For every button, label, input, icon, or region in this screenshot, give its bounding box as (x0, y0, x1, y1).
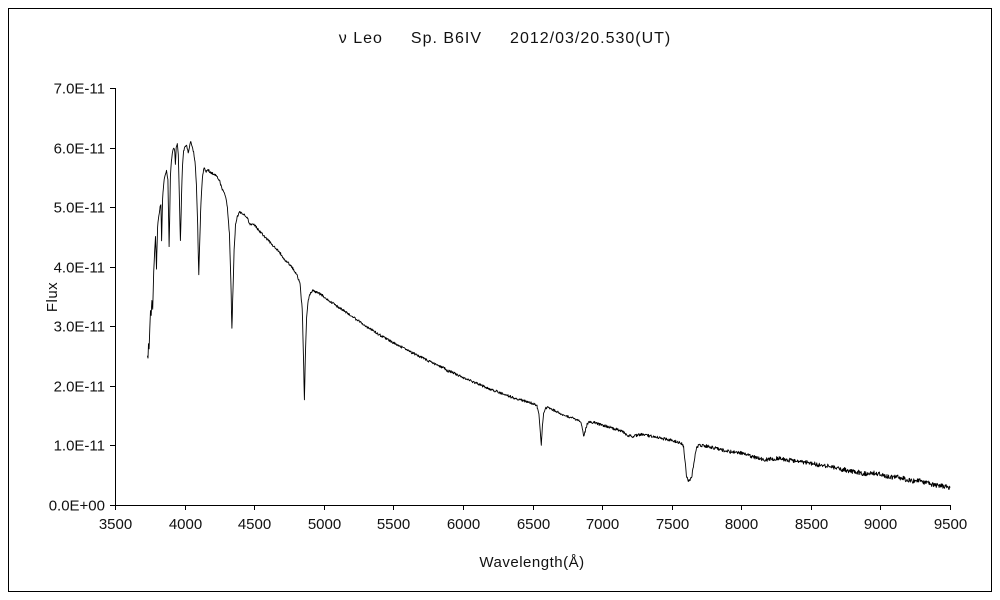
x-tick-label: 7000 (586, 516, 619, 533)
y-tick-label: 3.0E-11 (54, 319, 105, 336)
x-tick-label: 3500 (99, 516, 132, 533)
y-tick-label: 6.0E-11 (54, 141, 105, 158)
x-tick-label: 4000 (169, 516, 202, 533)
x-tick-label: 6000 (447, 516, 480, 533)
chart-title: ν Leo Sp. B6IV 2012/03/20.530(UT) (339, 30, 672, 47)
y-tick-label: 1.0E-11 (54, 438, 105, 455)
plot-area: 0.0E+00 1.0E-11 2.0E-11 3.0E-11 4.0E-11 5.0E-… (49, 81, 968, 534)
y-tick-label: 0.0E+00 (49, 498, 105, 515)
title-star-name: ν Leo (339, 30, 383, 47)
x-tick-label: 8500 (795, 516, 828, 533)
title-spectral-type: Sp. B6IV (411, 30, 482, 47)
x-tick-label: 4500 (238, 516, 271, 533)
title-date: 2012/03/20.530(UT) (510, 30, 671, 47)
x-axis-label: Wavelength(Å) (479, 554, 584, 571)
y-tick-label: 4.0E-11 (54, 260, 105, 277)
x-tick-label: 5500 (377, 516, 410, 533)
x-tick-label: 7500 (656, 516, 689, 533)
x-tick-label: 8000 (725, 516, 758, 533)
figure-border (8, 8, 992, 592)
y-axis-label: Flux (44, 282, 61, 312)
y-tick-label: 7.0E-11 (54, 81, 105, 98)
x-tick-label: 5000 (308, 516, 341, 533)
y-tick-label: 5.0E-11 (54, 200, 105, 217)
y-tick-label: 2.0E-11 (54, 379, 105, 396)
spectrum-line (146, 141, 951, 490)
x-tick-label: 6500 (517, 516, 550, 533)
x-tick-label: 9000 (864, 516, 897, 533)
x-tick-label: 9500 (934, 516, 967, 533)
